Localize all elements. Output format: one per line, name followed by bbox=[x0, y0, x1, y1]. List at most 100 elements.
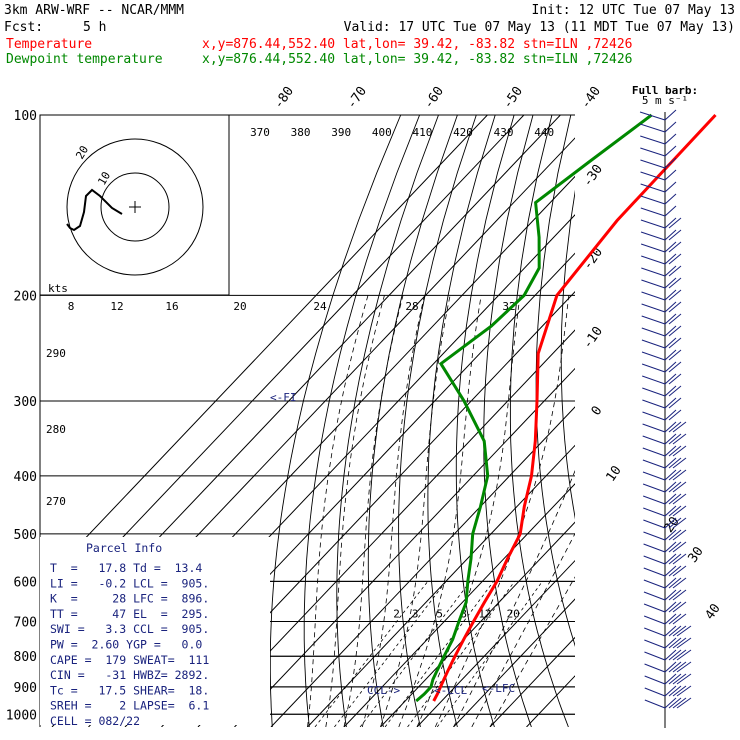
wind-barb-flag bbox=[668, 625, 682, 637]
wind-barb-staff bbox=[644, 675, 666, 685]
parcel-info-table: T = 17.8 Td = 13.4LI = -0.2 LCL = 905. K … bbox=[50, 561, 209, 728]
wind-barb-flag bbox=[668, 349, 682, 361]
wind-barb-staff bbox=[642, 411, 666, 421]
wind-barb-staff bbox=[643, 567, 666, 577]
moist-adiabat bbox=[325, 295, 385, 727]
wind-barb-staff bbox=[640, 219, 666, 229]
speed-label: 16 bbox=[165, 300, 178, 313]
pressure-tick-label: 200 bbox=[14, 289, 37, 304]
wind-barb-flag bbox=[664, 541, 677, 553]
wind-barb-flag bbox=[664, 301, 677, 313]
dewpoint-legend-label: Dewpoint temperature bbox=[6, 52, 163, 67]
side-pressure-label: 290 bbox=[46, 347, 66, 360]
isotherm-line bbox=[453, 598, 575, 727]
wind-barb-flag bbox=[668, 493, 682, 505]
wind-barb-flag bbox=[668, 397, 682, 409]
wind-barb-staff bbox=[642, 435, 666, 445]
wind-barb-flag bbox=[664, 637, 677, 649]
wind-barb-staff bbox=[639, 111, 666, 121]
wind-barb-staff bbox=[644, 687, 666, 697]
dry-adiabat bbox=[560, 189, 575, 520]
wind-barb-flag bbox=[672, 673, 687, 685]
wind-barb-flag bbox=[668, 337, 682, 349]
pressure-tick-label: 600 bbox=[14, 575, 37, 590]
wind-barb-flag bbox=[668, 661, 682, 673]
init-time: Init: 12 UTC Tue 07 May 13 bbox=[532, 3, 736, 18]
speed-label: 8 bbox=[68, 300, 75, 313]
wind-barb-flag bbox=[668, 649, 682, 661]
wind-barb-flag bbox=[668, 685, 682, 697]
wind-barb-staff bbox=[640, 195, 666, 205]
wind-barb-flag bbox=[664, 145, 677, 157]
wind-barb-flag bbox=[664, 349, 677, 361]
wind-barb-staff bbox=[643, 531, 666, 541]
speed-label: 20 bbox=[233, 300, 246, 313]
valid-time: Valid: 17 UTC Tue 07 May 13 (11 MDT Tue … bbox=[344, 20, 735, 35]
mixing-ratio-line bbox=[407, 581, 515, 727]
parcel-info-line: SREH = 2 LAPSE= 6.1 bbox=[50, 699, 209, 713]
wind-barb-flag bbox=[664, 457, 677, 469]
wind-barb-flag bbox=[664, 589, 677, 601]
wind-barb-flag bbox=[664, 649, 677, 661]
wind-barb-flag bbox=[664, 625, 677, 637]
wind-barb-flag bbox=[664, 529, 677, 541]
wind-barb-staff bbox=[643, 591, 666, 601]
wind-barb-flag bbox=[668, 529, 682, 541]
wind-barb-flag bbox=[672, 433, 687, 445]
dry-adiabat bbox=[336, 115, 439, 727]
wind-barb-flag bbox=[672, 601, 687, 613]
wind-barb-staff bbox=[641, 315, 666, 325]
mixing-ratio-lines bbox=[314, 581, 543, 727]
parcel-info-line: Tc = 17.5 SHEAR= 18. bbox=[50, 683, 209, 697]
wind-barb-flag bbox=[668, 253, 682, 265]
isotherm-line bbox=[307, 444, 575, 727]
dry-adiabat bbox=[632, 115, 740, 727]
wind-barb-staff bbox=[639, 123, 666, 133]
wind-barb-flag bbox=[668, 433, 682, 445]
wind-barb-staff bbox=[642, 483, 666, 493]
wind-barb-flag bbox=[672, 577, 687, 589]
parcel-info-line: T = 17.8 Td = 13.4 bbox=[50, 561, 202, 575]
wind-barb-flag bbox=[668, 601, 682, 613]
isotherm-right-label: 40 bbox=[702, 601, 723, 622]
theta-label: 390 bbox=[331, 126, 351, 139]
wind-barb-flag bbox=[668, 589, 682, 601]
mixing-ratio-line bbox=[334, 581, 447, 727]
parcel-info-background bbox=[40, 537, 270, 725]
wind-barb-flag bbox=[664, 517, 677, 529]
wind-barb-staff bbox=[640, 147, 666, 157]
wind-barb-staff bbox=[641, 267, 666, 277]
wind-barb-flag bbox=[672, 637, 687, 649]
wind-barb-flag bbox=[668, 301, 682, 313]
moist-adiabat bbox=[343, 295, 404, 727]
wind-barb-staff bbox=[640, 231, 666, 241]
isotherm-right-label: 10 bbox=[603, 463, 624, 484]
wind-barb-flag bbox=[672, 589, 687, 601]
parcel-info-title: Parcel Info bbox=[86, 541, 162, 555]
ccl-label: CCL-> bbox=[367, 684, 400, 697]
wind-barb-flag bbox=[672, 685, 687, 697]
wind-barb-flag bbox=[668, 217, 682, 229]
isotherm-line bbox=[380, 521, 575, 727]
wind-barb-flag bbox=[664, 253, 677, 265]
dewpoint-series bbox=[415, 113, 653, 703]
wind-barb-flag bbox=[672, 517, 687, 529]
hodograph-ring bbox=[100, 172, 170, 242]
dry-adiabat bbox=[427, 115, 496, 727]
wind-barb-staff bbox=[641, 279, 666, 289]
wind-barb-flag bbox=[672, 541, 687, 553]
mixing-ratio-line bbox=[384, 581, 494, 727]
wind-barb-staff bbox=[641, 303, 666, 313]
wind-barb-staff bbox=[641, 339, 666, 349]
wind-barb-flag bbox=[668, 637, 682, 649]
isotherm-right-label: 30 bbox=[685, 544, 706, 565]
wind-barb-flag bbox=[676, 697, 692, 709]
pressure-tick-label: 100 bbox=[14, 109, 37, 124]
dry-adiabat bbox=[655, 115, 740, 727]
isotherm-line bbox=[40, 115, 488, 587]
wind-barb-flag bbox=[664, 553, 677, 565]
wind-barb-flag bbox=[664, 445, 677, 457]
dry-adiabat bbox=[303, 115, 421, 727]
isotherm-line bbox=[416, 559, 575, 727]
